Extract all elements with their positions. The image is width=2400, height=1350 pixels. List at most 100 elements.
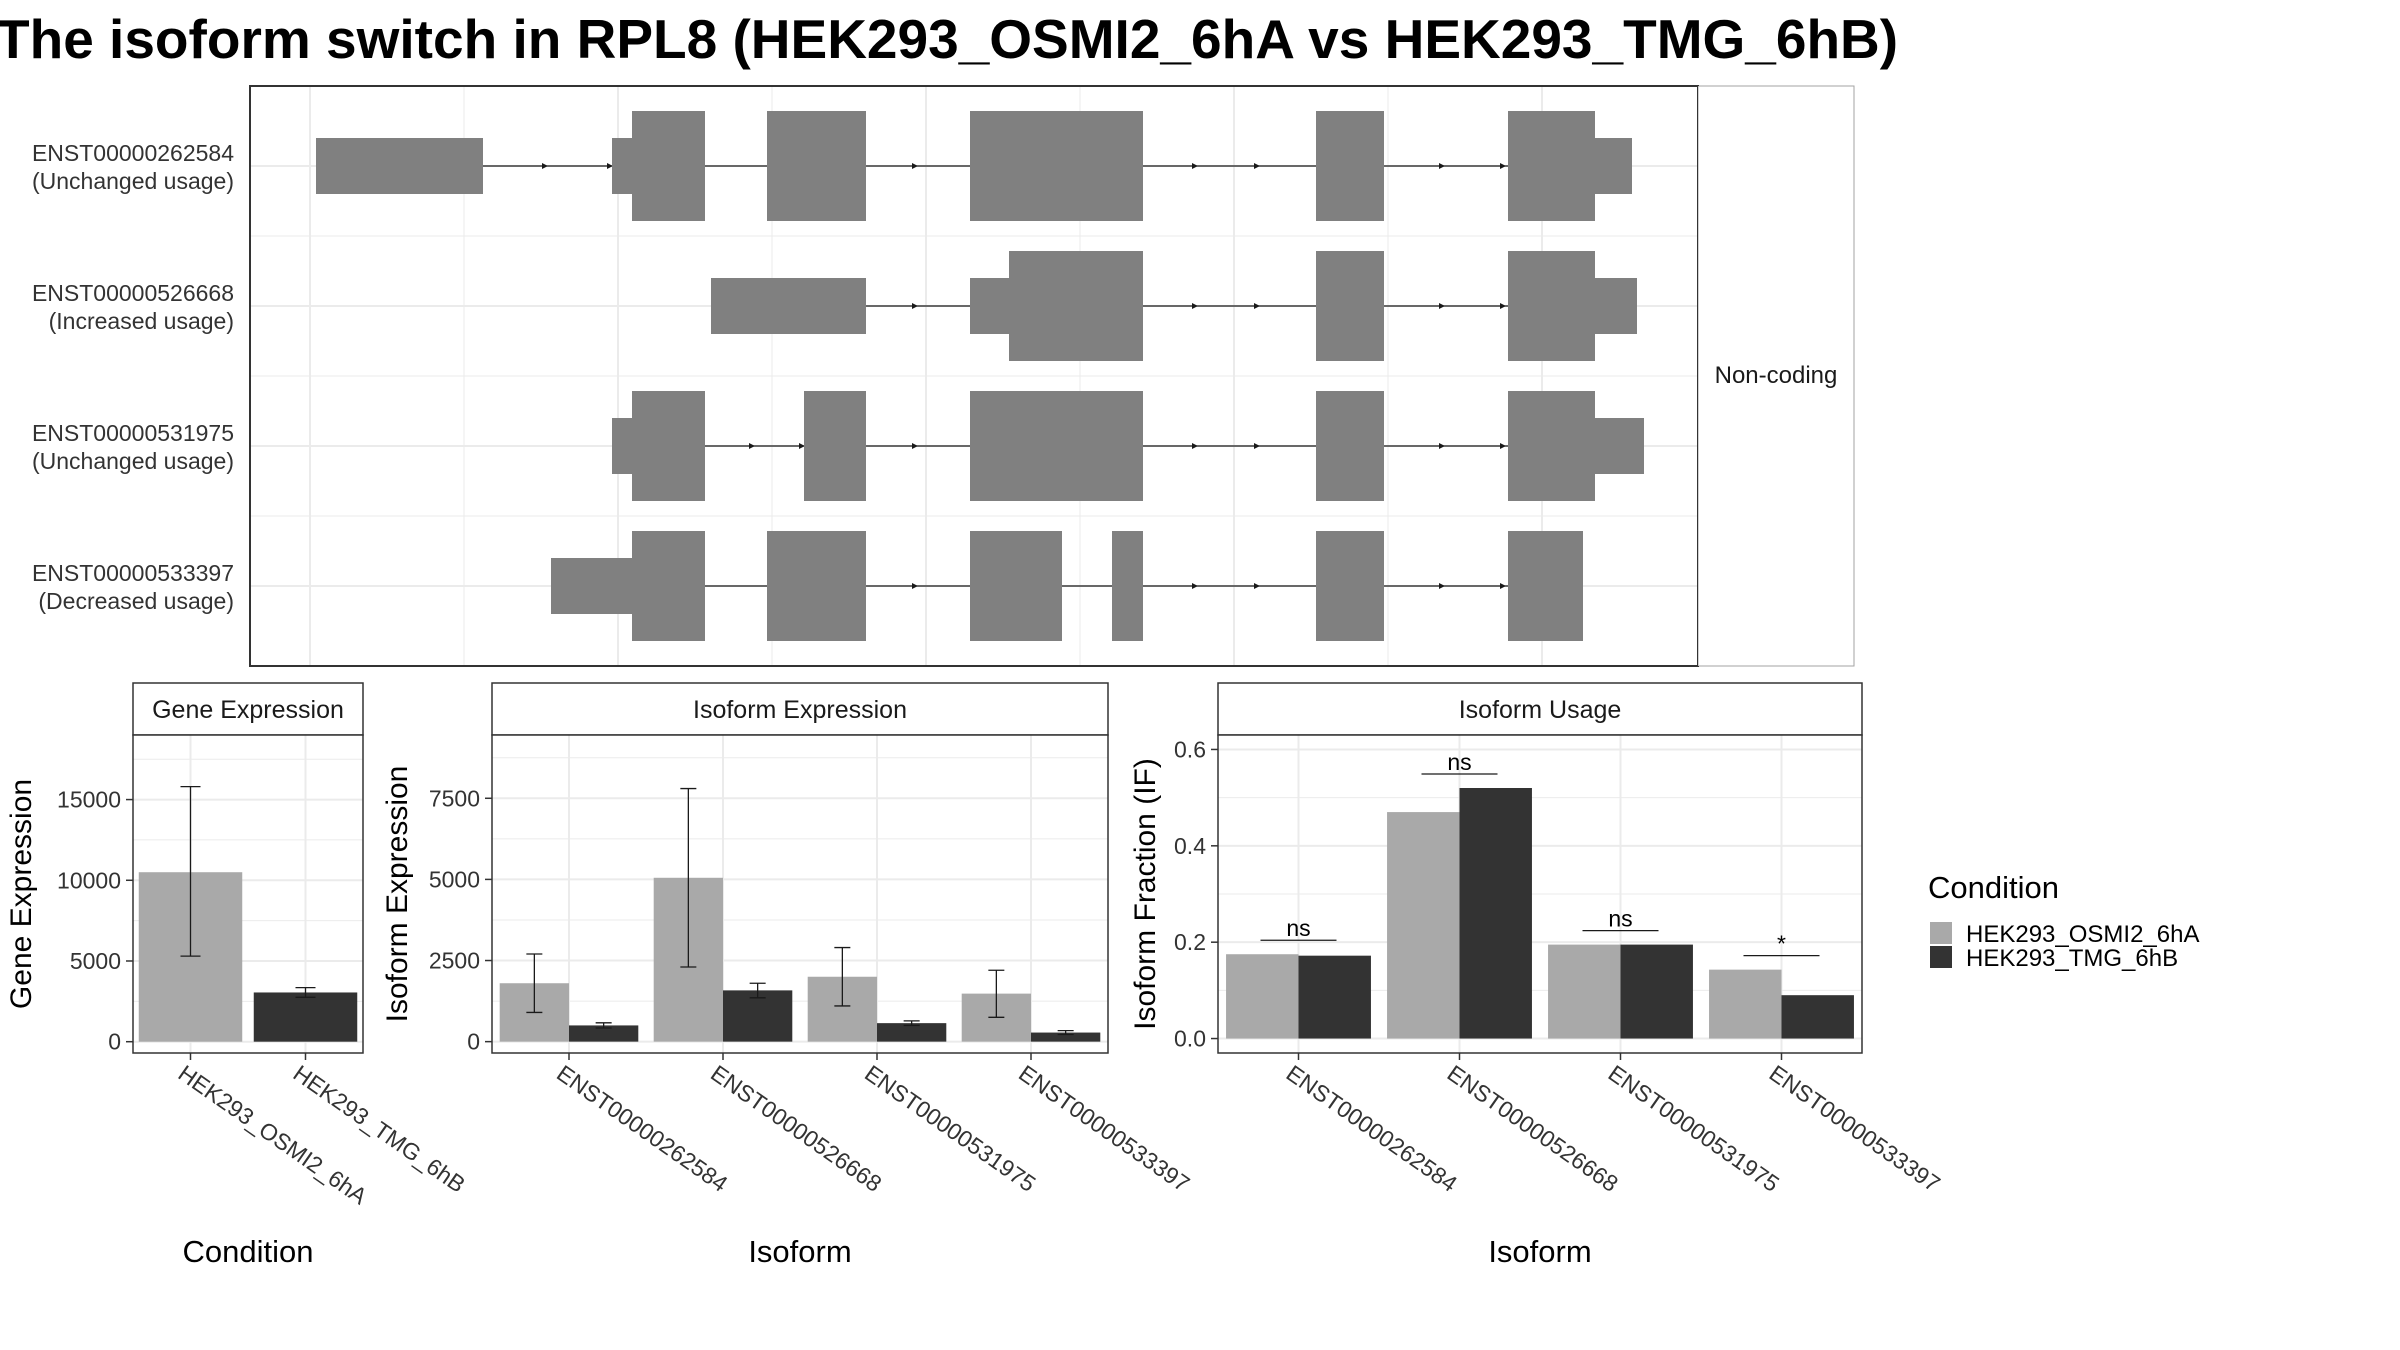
- legend-swatch-tmg: [1930, 946, 1952, 968]
- bar-osmi2: [1709, 969, 1782, 1039]
- intron-direction-arrow: [542, 163, 548, 169]
- bar-tmg: [569, 1025, 639, 1042]
- transcript-usage-label: (Increased usage): [49, 308, 234, 334]
- exon-utr-block: [316, 138, 483, 194]
- intron-direction-arrow: [1500, 163, 1506, 169]
- exon-coding-block: [767, 111, 866, 221]
- intron-direction-arrow: [1254, 163, 1260, 169]
- panel-strip-title: Isoform Expression: [693, 696, 907, 724]
- bar-tmg: [1781, 995, 1854, 1039]
- exon-coding-block: [632, 531, 705, 641]
- panel-border: [491, 734, 1109, 1054]
- exon-coding-block: [970, 531, 1062, 641]
- legend-label-osmi2: HEK293_OSMI2_6hA: [1966, 921, 2199, 948]
- transcript-usage-label: (Decreased usage): [38, 588, 234, 614]
- exon-coding-block: [1316, 111, 1384, 221]
- exon-coding-block: [1508, 111, 1595, 221]
- transcript-usage-label: (Unchanged usage): [32, 448, 234, 474]
- exon-coding-block: [632, 391, 705, 501]
- intron-direction-arrow: [1254, 303, 1260, 309]
- exon-coding-block: [1009, 251, 1143, 361]
- y-tick-label: 10000: [57, 867, 121, 893]
- exon-utr-block: [1595, 418, 1644, 474]
- x-category-label: ENST00000533397: [1014, 1060, 1194, 1197]
- x-category-label: HEK293_OSMI2_6hA: [174, 1060, 373, 1210]
- significance-label: *: [1777, 931, 1786, 957]
- intron-direction-arrow: [912, 303, 918, 309]
- intron-direction-arrow: [912, 583, 918, 589]
- bar-tmg: [253, 992, 358, 1042]
- exon-coding-block: [767, 531, 866, 641]
- bar-tmg: [1031, 1032, 1101, 1042]
- exon-coding-block: [970, 111, 1143, 221]
- intron-direction-arrow: [1254, 583, 1260, 589]
- exon-coding-block: [1316, 391, 1384, 501]
- significance-label: ns: [1286, 915, 1310, 941]
- exon-utr-block: [612, 418, 632, 474]
- legend-swatch-osmi2: [1930, 922, 1952, 944]
- isoform-usage-panel: Isoform Usage ns ns ns * 0.0 0.2 0.4 0.6 ENST0000…: [1129, 682, 1945, 1269]
- isoform-expression-panel: Isoform Expression 0 2500 5000 7500 ENST00000…: [381, 682, 1195, 1269]
- intron-direction-arrow: [1254, 443, 1260, 449]
- intron-direction-arrow: [1439, 303, 1445, 309]
- bar-tmg: [877, 1023, 947, 1042]
- exon-coding-block: [1316, 531, 1384, 641]
- y-tick-label: 0.2: [1174, 929, 1206, 955]
- structure-facet-label: Non-coding: [1715, 362, 1838, 389]
- x-category-label: ENST00000526668: [1443, 1060, 1623, 1197]
- condition-legend: Condition HEK293_OSMI2_6hA HEK293_TMG_6h…: [1928, 870, 2199, 972]
- exon-coding-block: [1508, 391, 1595, 501]
- x-category-label: ENST00000533397: [1765, 1060, 1945, 1197]
- intron-direction-arrow: [607, 163, 613, 169]
- exon-coding-block: [1508, 251, 1595, 361]
- y-tick-label: 0.4: [1174, 833, 1206, 859]
- x-axis-title: Isoform: [748, 1234, 851, 1269]
- exon-coding-block: [970, 391, 1143, 501]
- transcript-usage-label: (Unchanged usage): [32, 168, 234, 194]
- intron-direction-arrow: [1192, 303, 1198, 309]
- structure-marks: [316, 111, 1644, 641]
- significance-label: ns: [1447, 749, 1471, 775]
- exon-coding-block: [1112, 531, 1143, 641]
- bar-osmi2: [1548, 944, 1621, 1039]
- intron-direction-arrow: [1439, 583, 1445, 589]
- intron-direction-arrow: [1500, 303, 1506, 309]
- legend-title: Condition: [1928, 870, 2059, 905]
- intron-direction-arrow: [1192, 583, 1198, 589]
- transcript-structure-panel: Non-coding ENST00000262584(Unchanged usa…: [32, 85, 1855, 667]
- y-tick-label: 5000: [429, 866, 480, 892]
- intron-direction-arrow: [1192, 163, 1198, 169]
- intron-direction-arrow: [1500, 583, 1506, 589]
- y-axis-title: Isoform Fraction (IF): [1129, 758, 1162, 1030]
- y-tick-label: 15000: [57, 787, 121, 813]
- y-tick-label: 2500: [429, 948, 480, 974]
- x-category-label: ENST00000262584: [1282, 1060, 1463, 1197]
- structure-facet-strip: [1697, 85, 1855, 667]
- y-axis-title: Isoform Expression: [381, 766, 414, 1023]
- y-tick-label: 0.6: [1174, 736, 1206, 762]
- intron-direction-arrow: [1439, 443, 1445, 449]
- x-axis-title: Condition: [183, 1234, 314, 1269]
- panel-strip-title: Gene Expression: [152, 696, 344, 724]
- transcript-id-label: ENST00000531975: [32, 420, 234, 446]
- transcript-id-label: ENST00000262584: [32, 140, 234, 166]
- exon-utr-block: [551, 558, 632, 614]
- bar-osmi2: [1226, 954, 1299, 1039]
- panel-strip: [132, 682, 364, 736]
- exon-coding-block: [1316, 251, 1384, 361]
- transcript-labels: ENST00000262584(Unchanged usage)ENST0000…: [32, 140, 234, 614]
- gene-expression-panel: Gene Expression 0 5000 10000 15000 HEK293_OSM…: [5, 682, 470, 1269]
- y-tick-label: 7500: [429, 785, 480, 811]
- intron-direction-arrow: [912, 163, 918, 169]
- y-tick-label: 0.0: [1174, 1026, 1206, 1052]
- exon-utr-block: [970, 278, 1009, 334]
- exon-coding-block: [632, 111, 705, 221]
- panel-strip-title: Isoform Usage: [1459, 696, 1622, 724]
- x-axis-title: Isoform: [1488, 1234, 1591, 1269]
- intron-direction-arrow: [799, 443, 805, 449]
- transcript-id-label: ENST00000533397: [32, 560, 234, 586]
- bar-tmg: [723, 990, 793, 1042]
- panel-border: [1217, 734, 1863, 1054]
- exon-coding-block: [1508, 531, 1583, 641]
- x-category-label: ENST00000531975: [1604, 1060, 1784, 1197]
